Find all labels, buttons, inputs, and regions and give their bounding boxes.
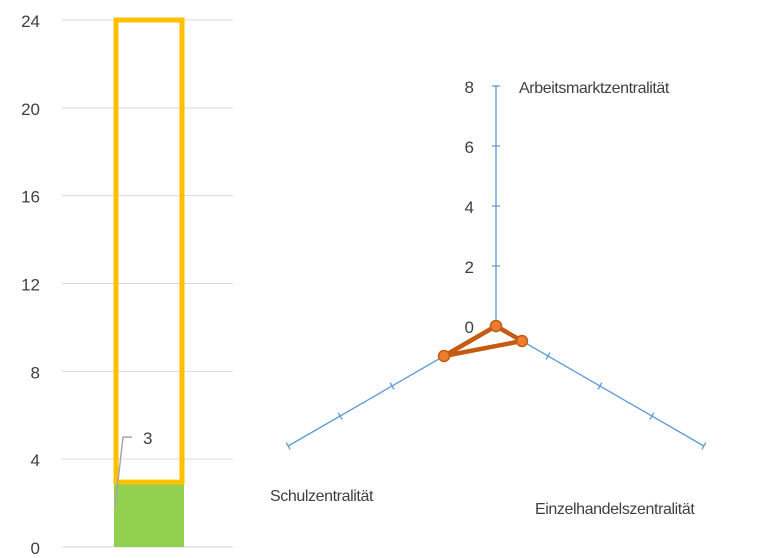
radar-point: [515, 334, 529, 348]
radial-tick-label: 4: [465, 198, 474, 217]
data-label-leader: [114, 436, 132, 508]
radial-tick-label: 6: [465, 138, 474, 157]
category-label: Arbeitsmarktzentralität: [519, 80, 670, 97]
y-tick-label: 24: [21, 12, 40, 31]
radar-tick-mark: [649, 412, 655, 420]
y-tick-label: 4: [31, 451, 40, 470]
radar-tick-mark: [389, 382, 395, 390]
radial-tick-label: 8: [465, 78, 474, 97]
radar-tick-mark: [701, 442, 707, 450]
radar-series-line: [441, 323, 525, 359]
category-label: Schulzentralität: [270, 488, 374, 505]
radar-tick-mark: [285, 442, 291, 450]
radar-tick-mark: [597, 382, 603, 390]
radar-point: [489, 319, 503, 333]
radar-chart: 0 2 4 6 8 Arbeitsmarktzentralität Einzelhandel…: [270, 78, 707, 518]
bar-chart: 0 4 8 12 16 20 24 3: [21, 12, 233, 558]
bar-outline: [113, 17, 185, 485]
radial-tick-label: 0: [465, 318, 474, 337]
radar-point: [437, 349, 451, 363]
category-label: Einzelhandelszentralität: [535, 501, 695, 518]
y-tick-label: 16: [21, 188, 40, 207]
bar-filled: [114, 481, 184, 547]
y-tick-label: 0: [31, 539, 40, 558]
y-tick-label: 12: [21, 276, 40, 295]
data-label: 3: [143, 429, 152, 448]
radial-tick-label: 2: [465, 258, 474, 277]
y-tick-label: 20: [21, 100, 40, 119]
radar-tick-mark: [337, 412, 343, 420]
y-tick-label: 8: [31, 363, 40, 382]
radar-tick-mark: [545, 352, 551, 360]
